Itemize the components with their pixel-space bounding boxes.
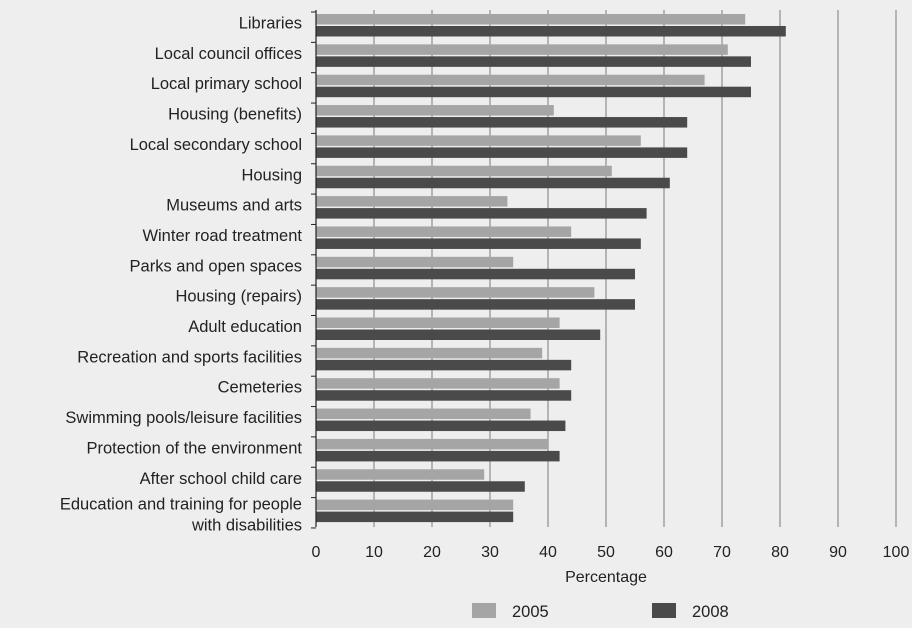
bar-2005 — [316, 105, 554, 116]
bar-2008 — [316, 268, 635, 280]
category-label: Winter road treatment — [142, 227, 302, 245]
legend: 2005 2008 — [472, 603, 729, 621]
category-label: Recreation and sports facilities — [77, 348, 302, 366]
bar-2005 — [316, 196, 508, 207]
bar-2005 — [316, 347, 543, 359]
bar-2008 — [316, 86, 751, 98]
bar-2005 — [316, 499, 514, 511]
category-label: Housing — [241, 166, 302, 184]
bar-2005 — [316, 287, 595, 298]
category-label: Local primary school — [151, 75, 302, 93]
category-label: Cemeteries — [218, 379, 302, 397]
bar-2008 — [316, 147, 688, 158]
x-tick-label: 40 — [539, 544, 557, 561]
x-tick-label: 80 — [771, 544, 789, 561]
x-tick-label: 50 — [597, 544, 615, 561]
bar-2008 — [316, 26, 786, 37]
bar-2008 — [316, 420, 566, 432]
x-tick-label: 60 — [655, 544, 673, 561]
category-label: Housing (repairs) — [175, 288, 302, 306]
x-tick-label: 100 — [883, 544, 910, 561]
x-tick-label: 90 — [829, 544, 847, 561]
x-tick-label: 30 — [481, 544, 499, 561]
axes — [311, 10, 317, 529]
x-tick-label: 20 — [423, 544, 441, 561]
category-label: Education and training for people with di… — [60, 496, 302, 535]
legend-label: 2008 — [692, 603, 729, 621]
x-tick-label: 70 — [713, 544, 731, 561]
bar-2005 — [316, 317, 560, 328]
bar-2005 — [316, 74, 705, 86]
category-label: After school child care — [140, 470, 302, 488]
bar-2008 — [316, 390, 572, 401]
category-label: Adult education — [188, 318, 302, 336]
legend-label: 2005 — [512, 603, 549, 621]
bars — [316, 14, 786, 523]
bar-2008 — [316, 450, 560, 462]
category-label: Museums and arts — [166, 197, 302, 215]
bar-2008 — [316, 329, 601, 340]
bar-2008 — [316, 208, 647, 219]
x-tick-labels: 0 10 20 30 40 50 60 70 80 90 100 — [312, 544, 910, 561]
bar-2008 — [316, 481, 525, 492]
bar-2008 — [316, 177, 670, 189]
category-label: Local council offices — [155, 45, 302, 63]
legend-swatch-2008 — [652, 603, 676, 618]
x-tick-label: 10 — [365, 544, 383, 561]
bar-2005 — [316, 226, 572, 237]
category-labels: Libraries Local council offices Local prim… — [60, 15, 303, 535]
bar-2008 — [316, 299, 635, 310]
bar-2008 — [316, 117, 688, 128]
bar-2008 — [316, 56, 751, 67]
bar-2005 — [316, 256, 514, 268]
bar-2005 — [316, 469, 485, 480]
category-label: Protection of the environment — [86, 439, 302, 457]
category-label: Local secondary school — [130, 136, 302, 154]
bar-2008 — [316, 359, 572, 371]
legend-swatch-2005 — [472, 603, 496, 618]
bar-2005 — [316, 135, 641, 146]
bar-2008 — [316, 238, 641, 249]
bar-2005 — [316, 44, 728, 55]
category-label: Parks and open spaces — [130, 257, 302, 275]
bar-2008 — [316, 511, 514, 523]
x-tick-label: 0 — [312, 544, 321, 561]
bar-2005 — [316, 408, 531, 420]
bar-2005 — [316, 438, 548, 450]
bar-2005 — [316, 165, 612, 177]
category-label: Housing (benefits) — [168, 106, 302, 124]
category-label: Swimming pools/leisure facilities — [65, 409, 302, 427]
bar-2005 — [316, 378, 560, 389]
bar-2005 — [316, 14, 746, 25]
x-axis-title: Percentage — [565, 569, 647, 586]
category-label: Libraries — [239, 15, 302, 33]
